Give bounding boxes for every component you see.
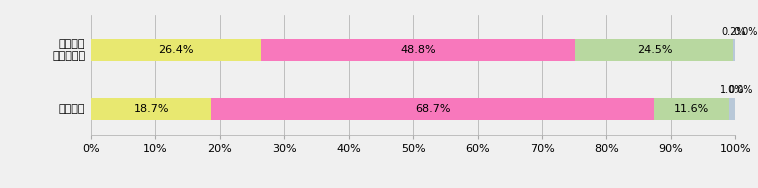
Text: 68.7%: 68.7% [415,104,450,114]
Text: 11.6%: 11.6% [674,104,709,114]
Bar [211,98,654,120]
Text: 18.7%: 18.7% [133,104,169,114]
Text: 0.0%: 0.0% [729,86,753,96]
Bar [733,39,735,61]
Text: 48.8%: 48.8% [400,45,436,55]
Bar [261,39,575,61]
Text: 0.2%: 0.2% [722,27,746,37]
Bar [91,39,261,61]
Text: 1.0%: 1.0% [720,86,744,96]
Bar [654,98,729,120]
Bar [729,98,735,120]
Text: 0.0%: 0.0% [733,27,758,37]
Bar [91,98,211,120]
Bar [575,39,733,61]
Text: 24.5%: 24.5% [637,45,672,55]
Text: 26.4%: 26.4% [158,45,194,55]
